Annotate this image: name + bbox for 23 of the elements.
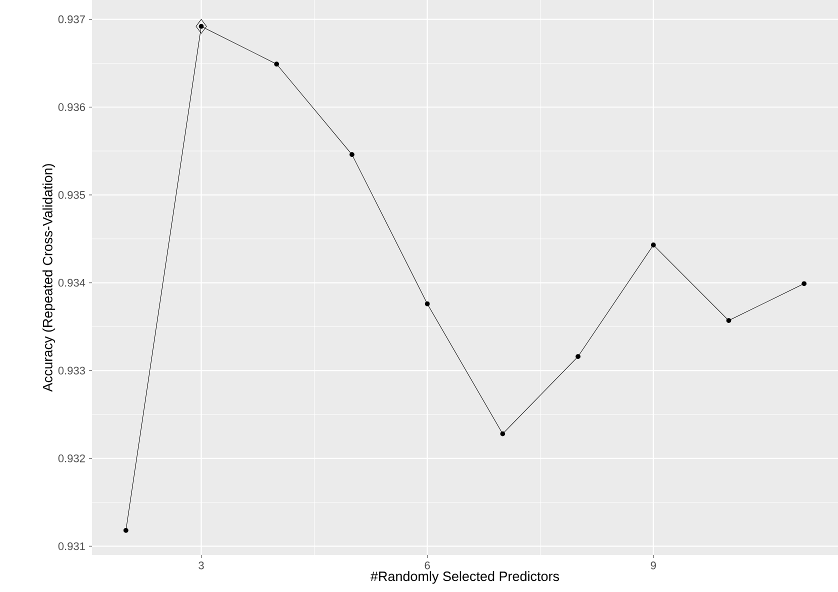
point xyxy=(576,354,580,359)
point xyxy=(198,24,204,29)
y-tick-label: 0.934 xyxy=(58,278,86,287)
y-axis-title: Accuracy (Repeated Cross-Validation) xyxy=(42,164,56,392)
point xyxy=(350,152,354,158)
x-tick-label: 9 xyxy=(650,562,656,570)
x-axis-title: #Randomly Selected Predictors xyxy=(370,571,560,584)
y-tick-label: 0.935 xyxy=(58,191,85,199)
y-tick-label: 0.932 xyxy=(58,454,85,462)
point xyxy=(802,281,807,286)
point xyxy=(726,318,732,323)
point xyxy=(274,62,280,67)
y-tick-label: 0.933 xyxy=(58,366,85,374)
x-tick-label: 3 xyxy=(198,562,204,570)
point xyxy=(123,528,128,533)
y-tick-label: 0.931 xyxy=(58,542,85,550)
point xyxy=(424,301,430,306)
point xyxy=(500,431,506,436)
x-tick-label: 6 xyxy=(424,562,430,570)
y-tick-label: 0.937 xyxy=(58,15,85,24)
y-tick-label: 0.936 xyxy=(58,103,85,112)
point xyxy=(650,242,656,248)
point xyxy=(196,19,207,34)
